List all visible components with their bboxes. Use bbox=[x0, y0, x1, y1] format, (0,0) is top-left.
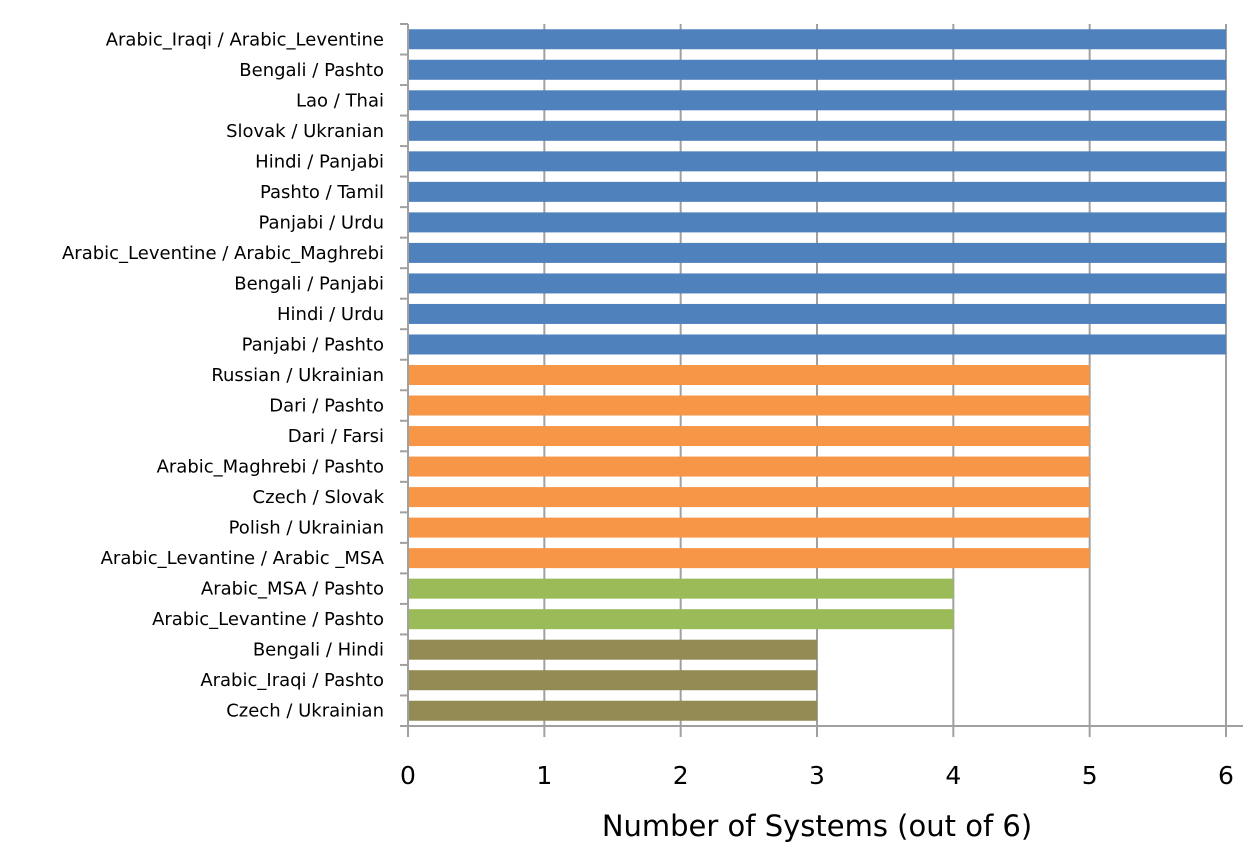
x-axis-label: Number of Systems (out of 6) bbox=[602, 809, 1032, 843]
x-tick-label: 2 bbox=[673, 761, 689, 790]
bars bbox=[408, 29, 1226, 721]
bar bbox=[408, 639, 817, 660]
category-label: Arabic_Levantine / Pashto bbox=[152, 609, 384, 630]
category-label: Arabic_MSA / Pashto bbox=[201, 579, 384, 600]
category-label: Panjabi / Pashto bbox=[242, 334, 384, 355]
bar bbox=[408, 90, 1226, 111]
category-label: Bengali / Panjabi bbox=[234, 273, 384, 294]
x-tick-label: 3 bbox=[809, 761, 825, 790]
bar bbox=[408, 334, 1226, 355]
category-label: Hindi / Urdu bbox=[277, 304, 384, 325]
category-label: Lao / Thai bbox=[296, 90, 384, 111]
x-tick-label: 5 bbox=[1082, 761, 1098, 790]
category-label: Pashto / Tamil bbox=[260, 182, 384, 203]
x-tick-label: 1 bbox=[536, 761, 552, 790]
category-label: Slovak / Ukranian bbox=[226, 121, 384, 142]
bar bbox=[408, 365, 1090, 385]
bar bbox=[408, 487, 1090, 508]
category-label: Arabic_Maghrebi / Pashto bbox=[157, 457, 384, 478]
x-tick-label: 6 bbox=[1218, 761, 1234, 790]
x-tick-labels: 0 1 2 3 4 5 6 bbox=[400, 761, 1234, 790]
category-label: Russian / Ukrainian bbox=[211, 365, 384, 386]
bar bbox=[408, 670, 817, 691]
bar bbox=[408, 456, 1090, 477]
bar bbox=[408, 426, 1090, 447]
bar bbox=[408, 273, 1226, 294]
bar bbox=[408, 395, 1090, 416]
bar bbox=[408, 151, 1226, 172]
x-tick-label: 0 bbox=[400, 761, 416, 790]
category-label: Dari / Pashto bbox=[269, 396, 384, 417]
category-label: Polish / Ukrainian bbox=[229, 518, 384, 539]
category-label: Czech / Slovak bbox=[253, 487, 385, 508]
category-labels: Arabic_Iraqi / Arabic_Leventine Bengali /… bbox=[62, 29, 385, 721]
bar bbox=[408, 120, 1226, 141]
bar bbox=[408, 242, 1226, 263]
category-label: Bengali / Hindi bbox=[253, 640, 384, 661]
axes bbox=[400, 23, 1243, 737]
bar bbox=[408, 578, 954, 599]
bar bbox=[408, 181, 1226, 202]
bar bbox=[408, 548, 1090, 569]
bar bbox=[408, 303, 1226, 324]
category-label: Hindi / Panjabi bbox=[255, 151, 384, 172]
bar bbox=[408, 700, 817, 721]
category-label: Czech / Ukrainian bbox=[226, 701, 384, 722]
bar bbox=[408, 29, 1226, 50]
bar bbox=[408, 609, 954, 630]
category-label: Panjabi / Urdu bbox=[258, 212, 384, 233]
bar bbox=[408, 212, 1226, 233]
category-label: Arabic_Levantine / Arabic _MSA bbox=[101, 548, 385, 569]
category-label: Dari / Farsi bbox=[288, 426, 384, 447]
category-label: Bengali / Pashto bbox=[239, 60, 384, 81]
x-tick-label: 4 bbox=[945, 761, 961, 790]
category-label: Arabic_Iraqi / Pashto bbox=[200, 670, 384, 691]
bar bbox=[408, 517, 1090, 538]
bar bbox=[408, 59, 1226, 80]
category-label: Arabic_Iraqi / Arabic_Leventine bbox=[106, 29, 384, 50]
category-label: Arabic_Leventine / Arabic_Maghrebi bbox=[62, 243, 384, 264]
